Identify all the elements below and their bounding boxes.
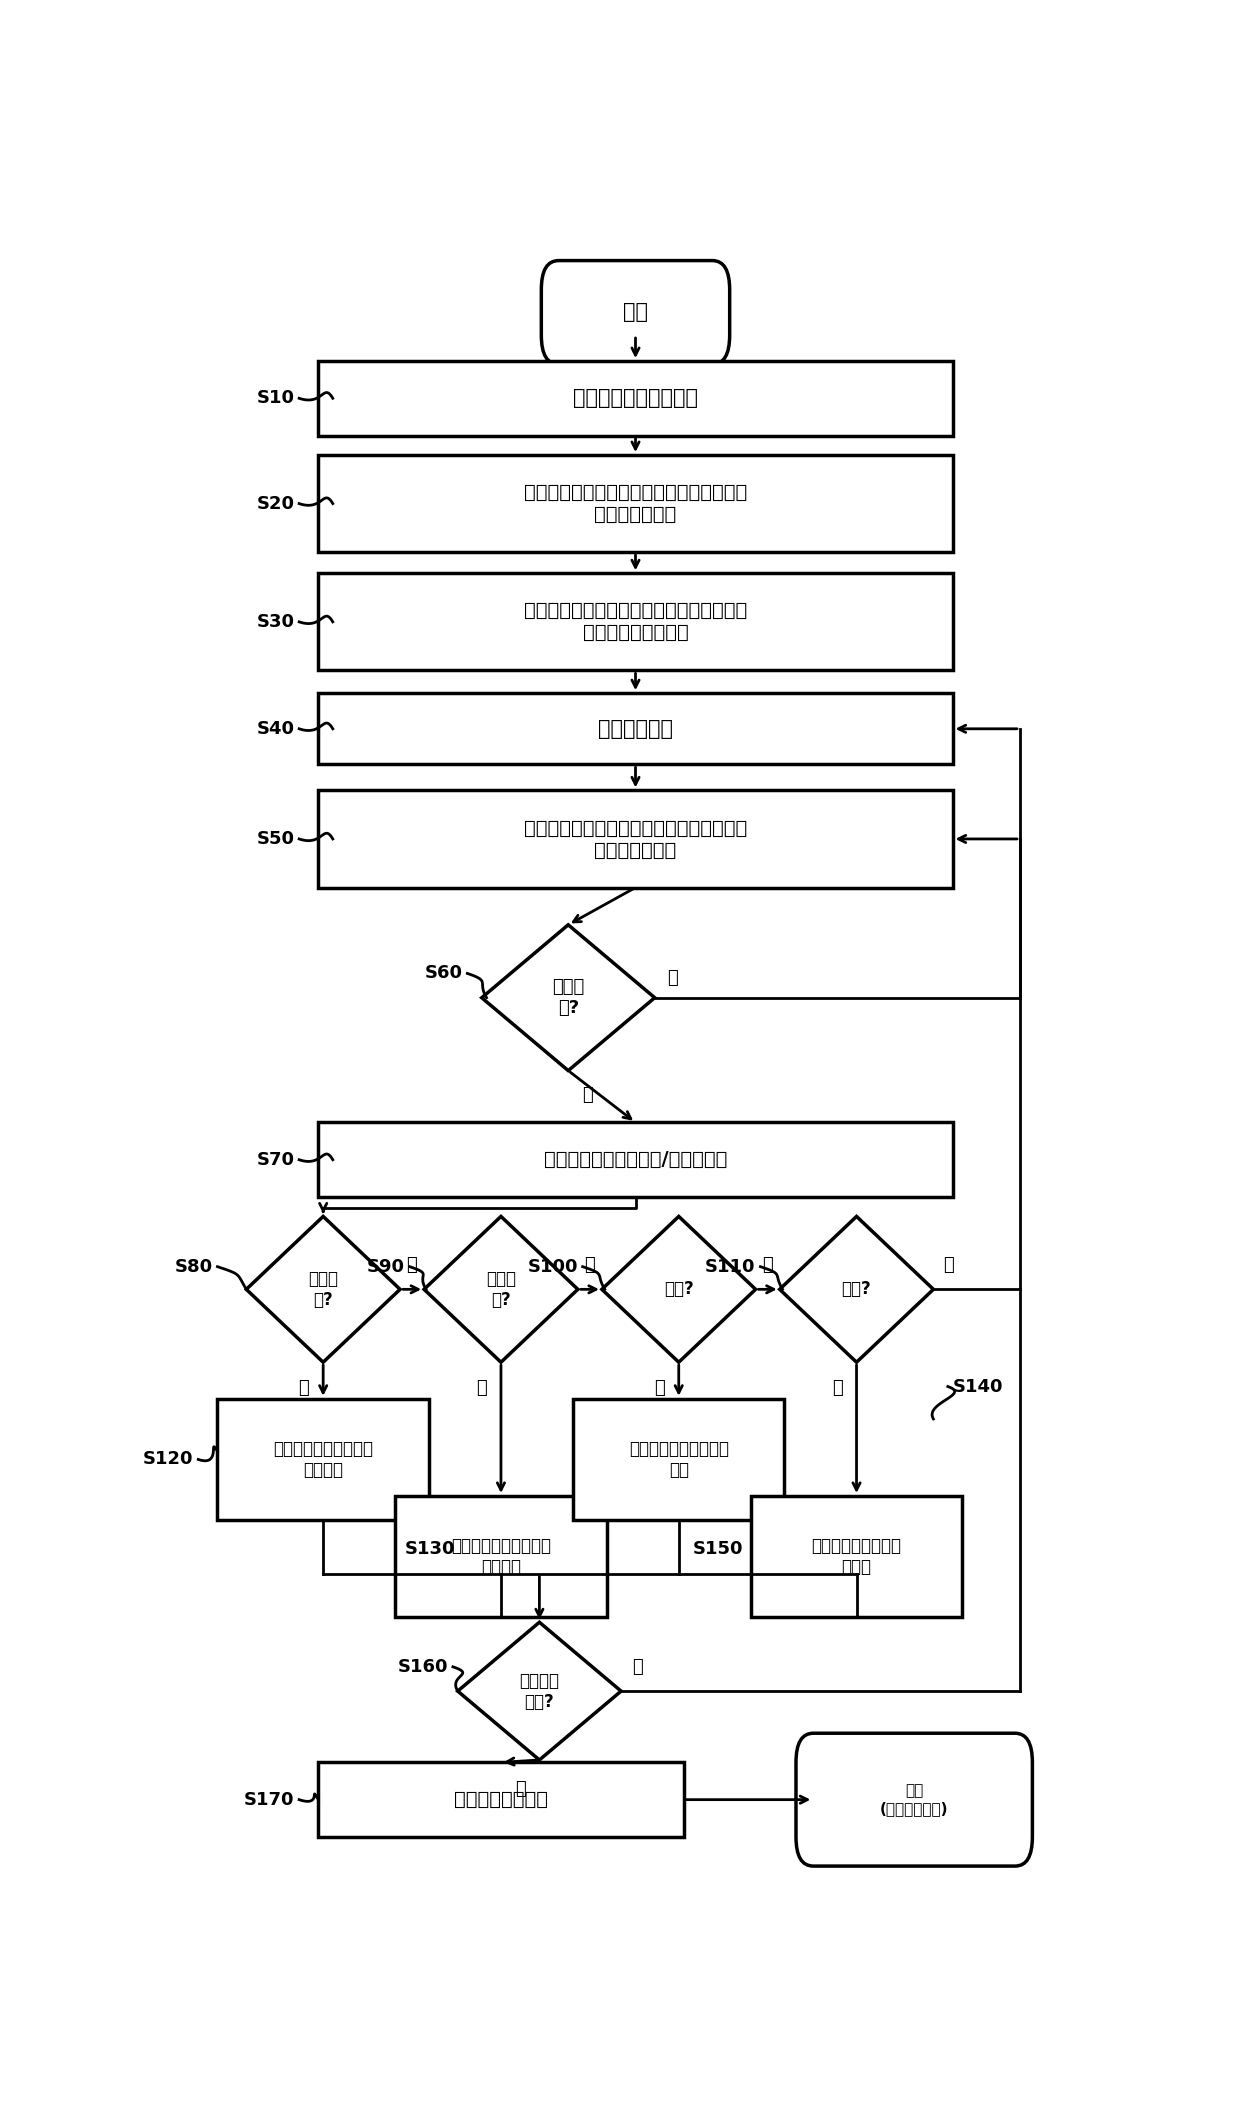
Text: 选择将用于所加载的操作流程任务列表的传
感器和检测器组: 选择将用于所加载的操作流程任务列表的传 感器和检测器组 — [523, 484, 748, 524]
Text: S40: S40 — [257, 720, 294, 739]
Text: S50: S50 — [257, 829, 294, 848]
FancyBboxPatch shape — [796, 1734, 1033, 1866]
Text: 否: 否 — [584, 1256, 595, 1275]
FancyBboxPatch shape — [217, 1399, 429, 1521]
Text: S70: S70 — [257, 1151, 294, 1168]
Text: 否: 否 — [667, 970, 677, 987]
Text: S90: S90 — [367, 1258, 404, 1275]
Polygon shape — [601, 1216, 755, 1361]
Polygon shape — [458, 1622, 621, 1759]
Polygon shape — [780, 1216, 934, 1361]
Text: 完成?: 完成? — [663, 1281, 693, 1298]
Text: 处理下一任务: 处理下一任务 — [598, 720, 673, 739]
Text: 失败?: 失败? — [842, 1281, 872, 1298]
Text: 以操作流程任务列表所需的顺序查询选定传
感器和检测器组: 以操作流程任务列表所需的顺序查询选定传 感器和检测器组 — [523, 818, 748, 858]
FancyBboxPatch shape — [542, 261, 729, 364]
Text: 是: 是 — [515, 1780, 526, 1799]
Text: 在进行
中?: 在进行 中? — [486, 1271, 516, 1309]
Text: 最后一项
任务?: 最后一项 任务? — [520, 1673, 559, 1711]
Text: 输出对当前任务的尚未
开始指示: 输出对当前任务的尚未 开始指示 — [273, 1439, 373, 1479]
Text: S160: S160 — [398, 1658, 448, 1675]
Polygon shape — [247, 1216, 401, 1361]
Text: 加载操作流程任务列表: 加载操作流程任务列表 — [573, 389, 698, 408]
Text: S100: S100 — [527, 1258, 578, 1275]
Text: S130: S130 — [404, 1540, 455, 1557]
Text: S110: S110 — [706, 1258, 755, 1275]
Text: S20: S20 — [257, 494, 294, 513]
FancyBboxPatch shape — [319, 1121, 952, 1197]
Text: S150: S150 — [693, 1540, 744, 1557]
Text: 查询所
有?: 查询所 有? — [552, 978, 584, 1016]
Text: S10: S10 — [257, 389, 294, 408]
FancyBboxPatch shape — [573, 1399, 785, 1521]
Text: 输出对当前任务的失
败指示: 输出对当前任务的失 败指示 — [811, 1538, 901, 1576]
Text: 开始: 开始 — [622, 303, 649, 322]
Text: 输出对当前任务的完成
指示: 输出对当前任务的完成 指示 — [629, 1439, 729, 1479]
Text: 是: 是 — [476, 1378, 487, 1397]
Text: 是: 是 — [582, 1086, 593, 1105]
Text: S120: S120 — [143, 1450, 193, 1469]
Text: 否: 否 — [761, 1256, 773, 1275]
FancyBboxPatch shape — [319, 572, 952, 671]
Text: 是: 是 — [832, 1378, 843, 1397]
Text: 是: 是 — [655, 1378, 665, 1397]
Text: S140: S140 — [952, 1378, 1003, 1395]
FancyBboxPatch shape — [751, 1496, 962, 1618]
Text: S60: S60 — [424, 964, 463, 983]
Text: 存储当前运行状况: 存储当前运行状况 — [454, 1791, 548, 1809]
Text: 尚未开
始?: 尚未开 始? — [309, 1271, 339, 1309]
Text: 输出对当前任务的在进
行中指示: 输出对当前任务的在进 行中指示 — [451, 1538, 551, 1576]
FancyBboxPatch shape — [396, 1496, 606, 1618]
Text: 确定当前任务的操作和/或装置状况: 确定当前任务的操作和/或装置状况 — [544, 1151, 727, 1170]
Text: 否: 否 — [942, 1256, 954, 1275]
Polygon shape — [424, 1216, 578, 1361]
Text: 是: 是 — [299, 1378, 309, 1397]
Text: 否: 否 — [407, 1256, 417, 1275]
Text: 利用设置成初始的所有任务状况指示器来显
示所加载的任务列表: 利用设置成初始的所有任务状况指示器来显 示所加载的任务列表 — [523, 602, 748, 642]
FancyBboxPatch shape — [319, 692, 952, 764]
Text: 返回
(等待重新开始): 返回 (等待重新开始) — [880, 1784, 949, 1816]
Text: S170: S170 — [244, 1791, 294, 1809]
FancyBboxPatch shape — [319, 454, 952, 551]
Text: S30: S30 — [257, 612, 294, 631]
FancyBboxPatch shape — [319, 791, 952, 888]
FancyBboxPatch shape — [319, 1763, 683, 1837]
Text: 否: 否 — [632, 1658, 644, 1675]
FancyBboxPatch shape — [319, 362, 952, 436]
Polygon shape — [481, 926, 655, 1071]
Text: S80: S80 — [175, 1258, 213, 1275]
